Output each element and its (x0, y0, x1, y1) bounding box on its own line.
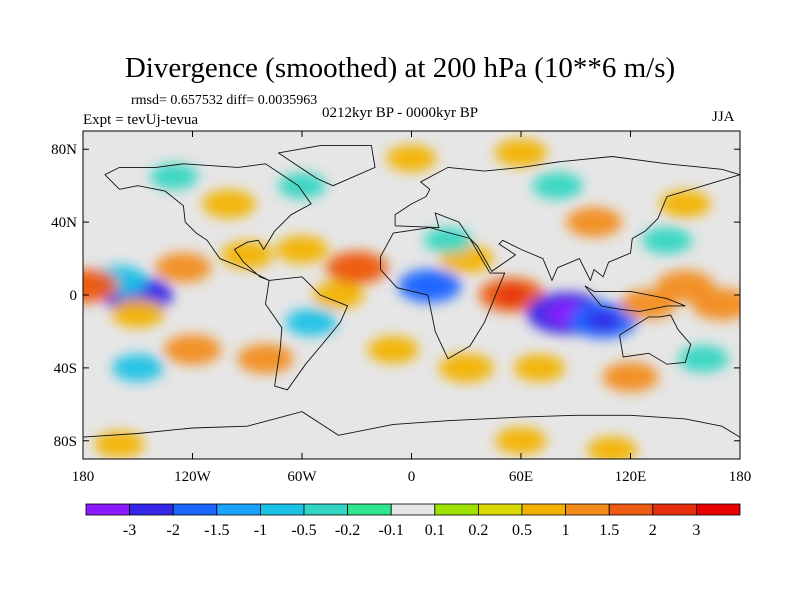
divergence-cell (678, 345, 729, 373)
divergence-core (83, 276, 103, 296)
divergence-cell (566, 207, 622, 238)
colorbar-swatch (608, 503, 654, 516)
divergence-cell (275, 235, 329, 264)
season-label: JJA (712, 109, 735, 125)
divergence-cell (285, 308, 337, 337)
divergence-cell (278, 172, 326, 199)
divergence-cell (513, 354, 565, 382)
divergence-cell (532, 172, 583, 200)
colorbar-label: 0.1 (425, 522, 445, 539)
divergence-cell (237, 343, 294, 374)
colorbar-label: 1.5 (599, 522, 619, 539)
divergence-cell (587, 436, 638, 459)
colorbar-swatch (303, 503, 348, 516)
divergence-core (495, 285, 529, 305)
divergence-cell (163, 334, 222, 365)
colorbar-swatch (652, 503, 697, 516)
rmsd-diff-text: rmsd= 0.657532 diff= 0.0035963 (131, 93, 318, 108)
divergence-cell (110, 298, 165, 328)
x-tick-label: 120W (174, 469, 212, 485)
australia-coastline (619, 314, 692, 365)
y-tick-label: 40N (51, 215, 77, 231)
colorbar-swatch (565, 503, 610, 516)
colorbar-swatch (129, 503, 174, 516)
divergence-cell (659, 190, 711, 218)
eurasia-coastline (394, 156, 740, 282)
coastlines (83, 145, 740, 438)
indonesia-coastline (584, 285, 686, 312)
colorbar-label: -3 (123, 522, 136, 539)
divergence-cell (438, 353, 494, 383)
divergence-cell (691, 287, 740, 321)
x-tick-label: 60W (287, 469, 317, 485)
divergence-cell (367, 335, 419, 364)
colorbar-swatch (85, 503, 130, 516)
x-tick-label: 180 (72, 469, 95, 485)
colorbar: -3 -2 -1.5 -1 -0.5 -0.2 -0.1 0.1 0.2 0.5 1 1.5 2 3 (85, 503, 741, 539)
africa-coastline (380, 227, 506, 360)
divergence-cell (221, 240, 274, 270)
colorbar-label: 1 (562, 522, 570, 539)
colorbar-swatch (172, 503, 218, 516)
colorbar-label: -0.2 (335, 522, 360, 539)
colorbar-label: 2 (649, 522, 657, 539)
divergence-cell (424, 227, 472, 254)
colorbar-swatch (696, 503, 741, 516)
south-america-coastline (265, 276, 349, 391)
colorbar-label: 0.5 (512, 522, 532, 539)
y-tick-label: 0 (70, 288, 78, 304)
greenland-coastline (278, 145, 376, 187)
experiment-label: Expt = tevUj-tevua (83, 112, 199, 128)
x-tick-label: 0 (408, 469, 416, 485)
divergence-core (341, 258, 373, 277)
x-tick-label: 180 (729, 469, 752, 485)
divergence-cell (602, 362, 659, 392)
colorbar-label: 0.2 (468, 522, 488, 539)
divergence-cell (112, 354, 164, 382)
colorbar-label: -2 (167, 522, 180, 539)
colorbar-label: -0.1 (379, 522, 404, 539)
divergence-cell (202, 189, 256, 219)
antarctica-coastline (83, 411, 740, 438)
y-tick-label: 40S (54, 361, 77, 377)
divergence-core (413, 276, 446, 296)
y-tick-label: 80S (54, 434, 77, 450)
colorbar-label: -1.5 (204, 522, 229, 539)
divergence-cell (155, 252, 212, 283)
chart-title: Divergence (smoothed) at 200 hPa (10**6 … (124, 52, 676, 84)
divergence-cell (94, 430, 145, 458)
colorbar-swatch (477, 503, 523, 516)
divergence-cell (386, 144, 437, 172)
divergence-cell (312, 281, 365, 309)
colorbar-swatch (434, 503, 479, 516)
period-label: 0212kyr BP - 0000kyr BP (322, 105, 479, 121)
colorbar-swatch (216, 503, 261, 516)
divergence-cell (642, 226, 692, 254)
colorbar-swatch (521, 503, 566, 516)
divergence-cell (495, 426, 547, 455)
divergence-core (586, 310, 621, 331)
divergence-cell (620, 289, 677, 320)
colorbar-swatch (347, 503, 392, 516)
colorbar-swatch (259, 503, 305, 516)
colorbar-label: 3 (692, 522, 700, 539)
colorbar-swatch (390, 503, 436, 516)
divergence-cell (150, 163, 199, 190)
x-tick-label: 120E (615, 469, 647, 485)
north-america-coastline (104, 163, 312, 281)
divergence-cell (494, 138, 548, 167)
colorbar-label: -1 (254, 522, 267, 539)
x-tick-label: 60E (509, 469, 533, 485)
y-tick-label: 80N (51, 142, 77, 158)
colorbar-label: -0.5 (291, 522, 316, 539)
